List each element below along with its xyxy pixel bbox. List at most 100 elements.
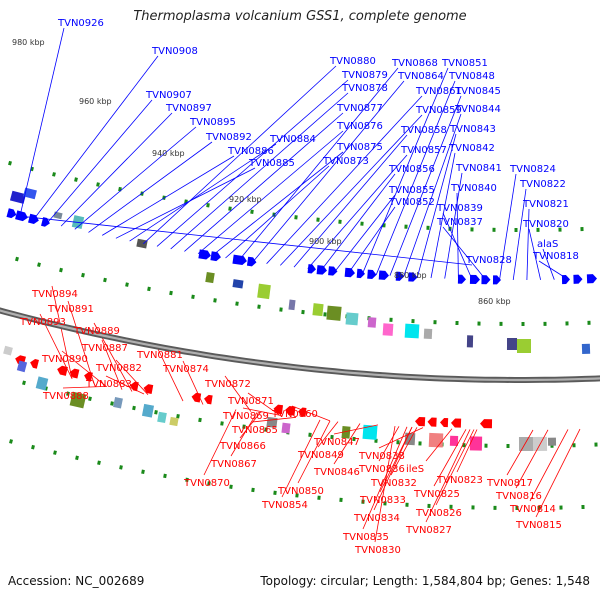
forward-leader-line bbox=[416, 133, 457, 278]
tick-mark bbox=[477, 321, 481, 326]
reverse-gene-label: TVN0894 bbox=[31, 289, 78, 300]
tick-mark bbox=[125, 282, 129, 287]
tick-mark bbox=[52, 172, 56, 177]
forward-leader-line bbox=[456, 192, 459, 280]
reverse-gene-label: TVN0872 bbox=[204, 379, 251, 390]
tick-mark bbox=[110, 401, 114, 406]
reverse-gene-block bbox=[169, 416, 179, 427]
reverse-leader-line bbox=[291, 405, 331, 422]
reverse-gene-block bbox=[547, 437, 557, 446]
scale-label: 880 kbp bbox=[394, 271, 427, 280]
reverse-gene-arrow bbox=[57, 365, 68, 376]
forward-leader-line bbox=[321, 173, 396, 271]
forward-leader-line bbox=[499, 173, 517, 280]
tick-mark bbox=[471, 505, 475, 510]
forward-gene-label: TVN0858 bbox=[400, 125, 447, 136]
tick-mark bbox=[31, 444, 35, 450]
forward-gene-label: TVN0859 bbox=[415, 105, 462, 116]
forward-gene-label: TVN0926 bbox=[57, 18, 104, 29]
reverse-gene-label: TVN0889 bbox=[73, 326, 120, 337]
forward-gene-arrow bbox=[210, 251, 221, 262]
forward-gene-label: TVN0868 bbox=[391, 58, 438, 69]
reverse-leader-line bbox=[425, 429, 471, 523]
reverse-gene-arrow bbox=[415, 416, 426, 427]
forward-gene-arrow bbox=[469, 274, 480, 285]
tick-mark bbox=[207, 481, 211, 486]
forward-gene-label: TVN0824 bbox=[509, 164, 556, 175]
reverse-leader-line bbox=[333, 423, 361, 465]
reverse-gene-label: TVN0865 bbox=[231, 425, 278, 436]
reverse-leader-line bbox=[242, 407, 282, 416]
reverse-gene-block bbox=[16, 360, 28, 373]
tick-mark bbox=[294, 215, 298, 220]
genome-backbone bbox=[0, 307, 600, 383]
reverse-gene-arrow bbox=[451, 418, 462, 428]
reverse-gene-label: TVN0830 bbox=[354, 545, 401, 556]
forward-leader-line bbox=[60, 112, 173, 227]
forward-leader-line bbox=[115, 167, 256, 239]
reverse-gene-label: TVN0823 bbox=[436, 475, 483, 486]
tick-mark bbox=[96, 182, 100, 187]
reverse-leader-line bbox=[281, 419, 321, 498]
forward-gene-block bbox=[53, 211, 63, 220]
forward-leader-line bbox=[170, 92, 349, 250]
tick-mark bbox=[53, 450, 57, 455]
reverse-gene-label: TVN0825 bbox=[413, 489, 460, 500]
reverse-leader-line bbox=[378, 426, 400, 462]
tick-mark bbox=[132, 405, 136, 411]
forward-leader-line bbox=[47, 99, 153, 224]
reverse-gene-arrow bbox=[204, 394, 213, 405]
reverse-leader-line bbox=[230, 412, 258, 457]
reverse-gene-label: TVN0890 bbox=[41, 354, 88, 365]
forward-gene-block bbox=[257, 283, 271, 300]
reverse-gene-arrow bbox=[480, 419, 493, 429]
forward-gene-arrow bbox=[457, 274, 466, 284]
forward-leader-line bbox=[334, 194, 396, 272]
forward-leader-line bbox=[156, 79, 349, 247]
reverse-leader-line bbox=[251, 416, 297, 423]
tick-mark bbox=[206, 203, 210, 208]
tick-mark bbox=[66, 391, 70, 397]
forward-leader-line bbox=[211, 151, 344, 257]
tick-mark bbox=[75, 455, 79, 461]
reverse-gene-label: TVN0826 bbox=[415, 508, 462, 519]
forward-gene-label: TVN0873 bbox=[322, 156, 369, 167]
tick-mark bbox=[9, 439, 13, 444]
forward-gene-label: TVN0892 bbox=[205, 132, 252, 143]
reverse-gene-block bbox=[428, 432, 444, 448]
tick-mark bbox=[59, 267, 63, 273]
tick-mark bbox=[536, 227, 540, 232]
reverse-gene-block bbox=[69, 391, 87, 409]
forward-gene-label: TVN0908 bbox=[151, 46, 198, 57]
reverse-leader-line bbox=[247, 392, 281, 416]
tick-mark bbox=[295, 493, 299, 498]
accession-text: Accession: NC_002689 bbox=[8, 574, 145, 588]
scale-label: 860 kbp bbox=[478, 297, 511, 306]
reverse-gene-label: TVN0832 bbox=[370, 478, 417, 489]
forward-gene-label: TVN0820 bbox=[522, 219, 569, 230]
reverse-gene-label: TVN0882 bbox=[95, 363, 142, 374]
tick-mark bbox=[97, 460, 101, 465]
tick-mark bbox=[163, 473, 167, 479]
reverse-gene-label: TVN0871 bbox=[227, 396, 274, 407]
tick-mark bbox=[251, 487, 255, 493]
forward-gene-block bbox=[423, 328, 433, 340]
reverse-leader-line bbox=[101, 339, 123, 390]
reverse-leader-line bbox=[378, 427, 424, 449]
reverse-gene-label: TVN0866 bbox=[219, 441, 266, 452]
reverse-gene-label: TVN0867 bbox=[210, 459, 257, 470]
forward-gene-label: TVN0886 bbox=[227, 146, 274, 157]
forward-gene-arrow bbox=[198, 249, 211, 260]
tick-mark bbox=[15, 256, 19, 262]
reverse-gene-block bbox=[362, 424, 378, 440]
reverse-gene-label: TVN0888 bbox=[42, 391, 89, 402]
tick-mark bbox=[242, 424, 246, 429]
tick-mark bbox=[74, 177, 78, 182]
forward-leader-line bbox=[512, 188, 527, 281]
forward-gene-label: TVN0897 bbox=[165, 103, 212, 114]
forward-gene-arrow bbox=[408, 272, 418, 282]
tick-mark bbox=[515, 505, 519, 511]
reverse-leader-line bbox=[224, 375, 252, 412]
reverse-gene-label: TVN0827 bbox=[405, 525, 452, 536]
tick-mark bbox=[316, 217, 320, 222]
